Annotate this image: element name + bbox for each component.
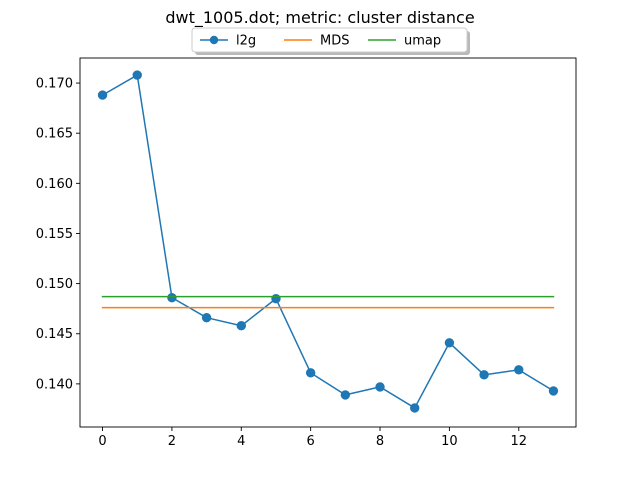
data-point-l2g	[97, 90, 108, 100]
data-point-l2g	[201, 313, 212, 323]
legend: l2g MDS umap	[191, 27, 470, 55]
y-tick-label: 0.140	[36, 377, 73, 392]
axes-frame	[79, 57, 577, 428]
series-line-l2g	[101, 74, 555, 409]
data-point-l2g	[305, 368, 316, 378]
axes-layer: 0 2 4 6 8 10 12 0.140 0.145 0.150 0.155 0.160 0.165 0…	[36, 57, 577, 449]
legend-label-umap: umap	[404, 34, 441, 49]
data-point-l2g	[340, 390, 351, 400]
y-tick-label: 0.160	[36, 177, 73, 192]
x-tick-label: 4	[237, 434, 245, 449]
legend-label-mds: MDS	[320, 34, 349, 49]
x-tick-label: 0	[98, 434, 106, 449]
series-layer	[97, 70, 559, 413]
data-point-l2g	[132, 70, 142, 80]
y-tick-label: 0.150	[36, 277, 73, 292]
data-point-l2g	[167, 292, 177, 303]
data-point-l2g	[548, 386, 559, 396]
y-tick-label: 0.165	[36, 127, 73, 142]
data-point-l2g	[236, 321, 246, 331]
x-tick-label: 12	[510, 434, 527, 449]
y-tick-label: 0.145	[36, 327, 73, 342]
x-tick-label: 2	[168, 434, 176, 449]
y-tick-label: 0.170	[36, 77, 73, 92]
legend-label-l2g: l2g	[236, 34, 256, 49]
x-tick-label: 10	[441, 434, 458, 449]
data-point-l2g	[514, 365, 524, 375]
y-tick-label: 0.155	[36, 227, 73, 242]
data-point-l2g	[271, 293, 281, 304]
data-point-l2g	[444, 338, 455, 348]
data-point-l2g	[410, 403, 420, 413]
x-tick-label: 8	[376, 434, 384, 449]
legend-box	[191, 27, 468, 53]
chart-title: dwt_1005.dot; metric: cluster distance	[165, 8, 474, 28]
legend-marker-l2g	[209, 35, 219, 45]
data-point-l2g	[479, 370, 489, 380]
data-point-l2g	[375, 382, 385, 392]
x-tick-label: 6	[307, 434, 315, 449]
